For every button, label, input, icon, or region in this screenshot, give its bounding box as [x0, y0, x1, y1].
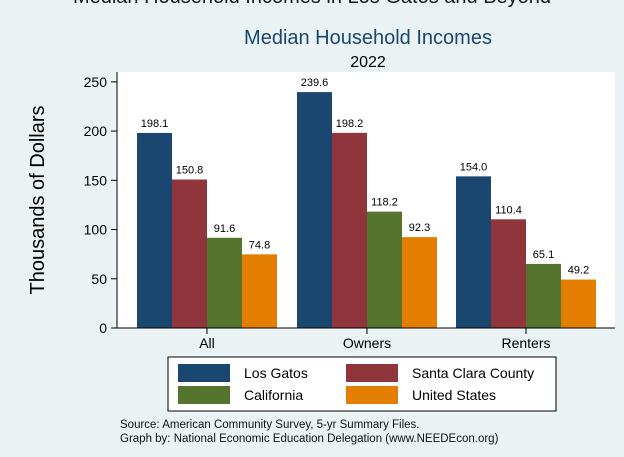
bar — [491, 219, 526, 328]
source-notes: Source: American Community Survey, 5-yr … — [120, 418, 498, 446]
bar-value-label: 110.4 — [495, 204, 522, 216]
bar — [561, 279, 596, 328]
legend-swatch — [178, 364, 230, 382]
x-tick-label: Owners — [343, 335, 391, 351]
bar — [172, 179, 207, 328]
x-axis: All Owners Renters — [117, 327, 615, 351]
bar — [367, 211, 402, 328]
bar-value-label: 198.2 — [336, 118, 364, 130]
y-tick-label: 150 — [84, 172, 108, 188]
bar-value-label: 91.6 — [214, 223, 235, 235]
legend-label: Los Gatos — [244, 365, 308, 381]
bar — [526, 263, 561, 328]
bar — [137, 132, 172, 328]
bar-value-label: 154.0 — [460, 161, 488, 173]
cut-off-top-title: Median Household Incomes in Los Gatos an… — [0, 0, 624, 9]
legend: Los Gatos Santa Clara County California Uni… — [167, 356, 557, 412]
x-tick-label: Renters — [501, 335, 550, 351]
bar-value-label: 198.1 — [141, 118, 169, 130]
legend-label: California — [244, 387, 303, 403]
bar — [456, 176, 491, 328]
bar-value-label: 65.1 — [533, 249, 554, 261]
bar-value-label: 49.2 — [568, 265, 589, 277]
legend-label: Santa Clara County — [412, 365, 534, 381]
legend-swatch — [346, 364, 398, 382]
legend-label: United States — [412, 387, 496, 403]
bar-value-label: 150.8 — [176, 165, 204, 177]
y-tick-label: 100 — [84, 222, 108, 238]
credit-line: Graph by: National Economic Education De… — [120, 433, 499, 445]
chart-subtitle: 2022 — [350, 54, 386, 71]
y-tick-label: 200 — [84, 123, 108, 139]
bar — [332, 132, 367, 328]
bar-value-label: 118.2 — [371, 197, 398, 209]
bar — [207, 237, 242, 328]
y-tick-label: 0 — [99, 320, 107, 336]
bar — [297, 92, 332, 328]
y-tick-label: 50 — [91, 271, 107, 287]
bars: 198.1 150.8 91.6 74.8 239.6 198.2 118.2 92.3 154… — [137, 77, 596, 328]
bar — [402, 237, 437, 328]
legend-swatch — [178, 386, 230, 404]
bar-value-label: 239.6 — [301, 77, 329, 89]
legend-swatch — [346, 386, 398, 404]
source-line: Source: American Community Survey, 5-yr … — [120, 419, 420, 431]
bar-value-label: 92.3 — [409, 222, 430, 234]
y-axis-label: Thousands of Dollars — [27, 106, 49, 295]
chart-title: Median Household Incomes — [244, 27, 492, 49]
bar — [242, 254, 277, 328]
y-axis: 0 50 100 150 200 250 — [84, 72, 118, 336]
x-tick-label: All — [199, 335, 215, 351]
bar-value-label: 74.8 — [249, 239, 270, 251]
y-tick-label: 250 — [84, 74, 108, 90]
